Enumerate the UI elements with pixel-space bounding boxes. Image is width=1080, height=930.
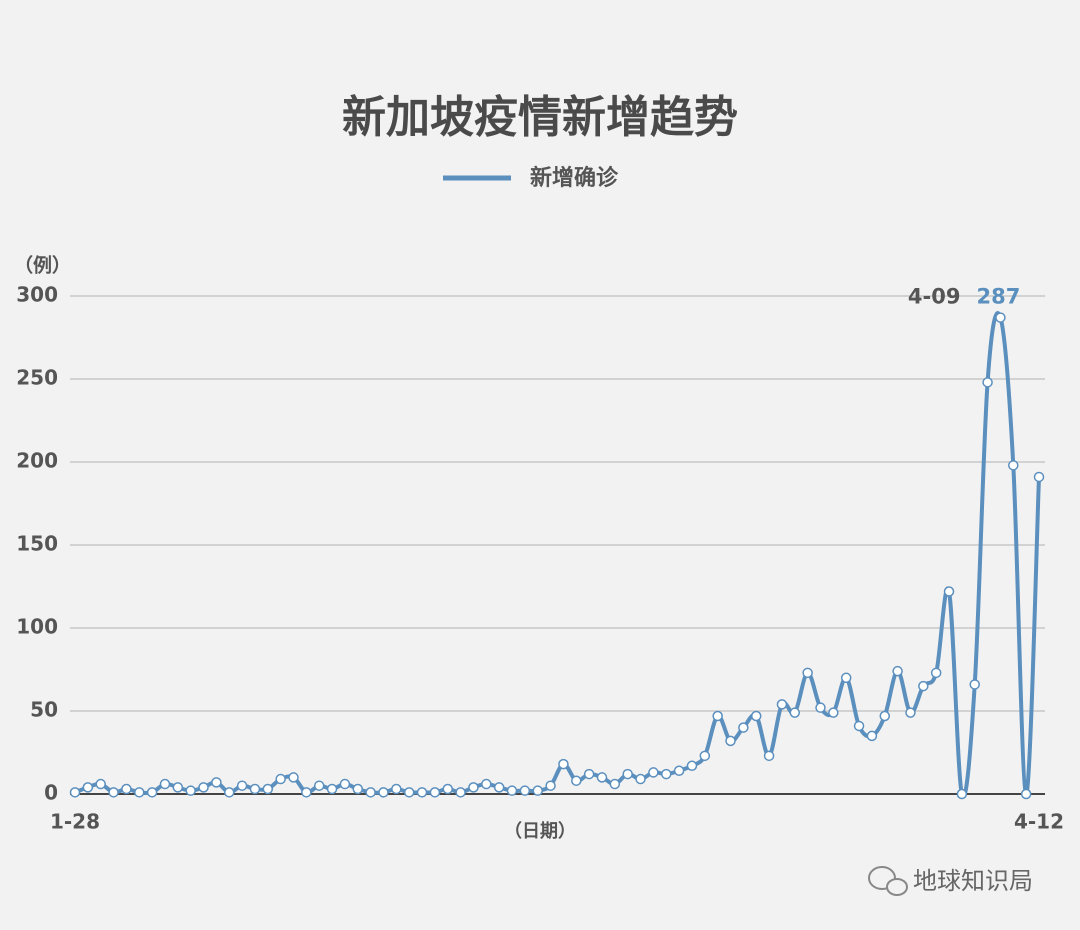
point [583, 768, 595, 780]
point [429, 787, 441, 798]
point [159, 778, 171, 790]
point [750, 710, 762, 722]
point [403, 787, 415, 798]
point [391, 783, 402, 795]
point [545, 780, 556, 791]
point [249, 783, 261, 795]
point [982, 377, 993, 388]
point [661, 768, 672, 780]
point [828, 707, 839, 718]
point [802, 667, 813, 679]
point [879, 710, 891, 722]
y-tick-label: 300 [16, 283, 58, 307]
point [866, 730, 878, 742]
point [288, 772, 299, 783]
point [532, 785, 543, 796]
y-tick-label: 100 [16, 615, 58, 639]
point [506, 785, 518, 796]
point [571, 775, 582, 786]
x-axis-label: （日期） [504, 821, 576, 842]
point [493, 782, 505, 793]
point [609, 778, 621, 790]
y-tick-label: 200 [16, 449, 58, 473]
point [763, 750, 775, 762]
point [905, 707, 916, 718]
point [622, 768, 633, 780]
point [481, 778, 492, 790]
point [172, 782, 184, 793]
watermark-text: 地球知识局 [913, 867, 1033, 895]
point [776, 699, 788, 710]
point [313, 780, 325, 791]
point [725, 735, 736, 747]
point [262, 783, 274, 795]
point [146, 787, 158, 798]
point [378, 787, 389, 798]
point [969, 679, 980, 690]
point [930, 667, 942, 679]
point [198, 782, 209, 793]
point [442, 783, 453, 795]
annotation-value: 287 [977, 285, 1021, 309]
x-tick-label: 1-28 [50, 810, 100, 834]
point [648, 767, 659, 778]
point [134, 787, 145, 798]
legend-label: 新增确诊 [530, 165, 619, 191]
point [918, 680, 929, 692]
point [1020, 788, 1032, 800]
point [416, 787, 428, 798]
point [519, 785, 531, 796]
point [301, 787, 312, 798]
point [108, 787, 119, 798]
annotation-date: 4-09 [908, 285, 961, 309]
point [185, 785, 196, 796]
point [339, 778, 351, 790]
point [699, 750, 711, 762]
watermark: 地球知识局 [868, 866, 1033, 896]
point [956, 788, 968, 800]
point [1033, 471, 1045, 483]
point [673, 765, 685, 777]
point [468, 782, 479, 793]
point [82, 782, 94, 793]
point [1008, 460, 1019, 471]
point [995, 312, 1006, 323]
point [455, 787, 466, 798]
x-tick-label: 4-12 [1014, 810, 1064, 834]
y-tick-label: 150 [16, 532, 58, 556]
point [236, 780, 248, 791]
point [789, 707, 801, 718]
point [892, 665, 903, 677]
point [840, 672, 852, 684]
y-axis-label: （例） [14, 254, 71, 277]
line [74, 311, 1041, 799]
point [223, 787, 235, 798]
point [635, 773, 646, 785]
point [596, 772, 608, 783]
y-tick-label: 0 [44, 781, 58, 805]
point [275, 773, 286, 785]
point [326, 783, 338, 795]
point [712, 710, 723, 722]
point [815, 702, 826, 713]
point [121, 783, 132, 795]
point [211, 777, 222, 788]
point [558, 758, 569, 770]
chart-title: 新加坡疫情新增趋势 [342, 92, 738, 143]
y-tick-label: 50 [30, 698, 58, 722]
y-tick-label: 250 [16, 366, 58, 390]
point [738, 722, 749, 733]
point [365, 787, 376, 798]
point [943, 586, 955, 597]
point [95, 778, 106, 790]
point [352, 783, 364, 795]
point [69, 787, 81, 798]
point [686, 760, 698, 772]
point [853, 720, 865, 732]
